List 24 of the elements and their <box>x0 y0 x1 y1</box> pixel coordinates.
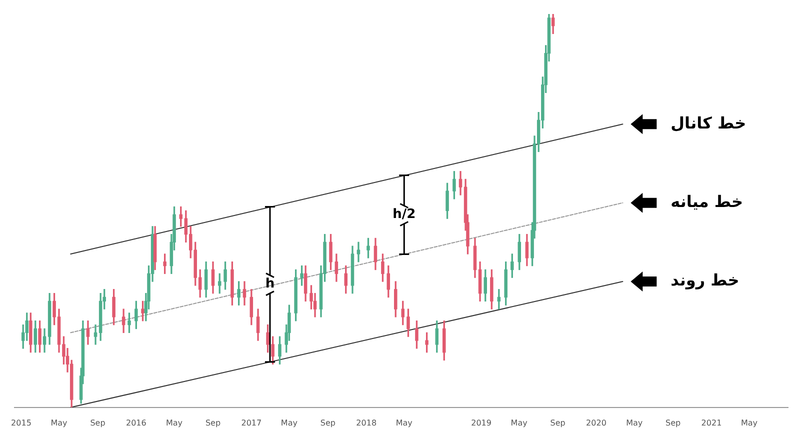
x-tick-label: Sep <box>90 418 106 428</box>
text: خط کانال <box>670 113 746 132</box>
x-tick-label: 2018 <box>356 418 377 428</box>
x-tick-label: May <box>626 418 643 428</box>
x-tick-label: May <box>396 418 413 428</box>
x-tick-label: 2017 <box>241 418 262 428</box>
x-tick-label: Sep <box>320 418 336 428</box>
x-tick-label: May <box>50 418 68 428</box>
x-tick-label: 2015 <box>11 418 32 428</box>
x-tick-label: 2019 <box>471 418 492 428</box>
x-tick-label: 2020 <box>586 418 606 428</box>
x-tick-label: May <box>166 418 183 428</box>
text: خط روند <box>670 270 740 290</box>
x-tick-label: May <box>280 418 298 428</box>
x-tick-label: Sep <box>550 418 566 428</box>
x-tick-label: 2021 <box>701 418 722 428</box>
x-tick-label: Sep <box>666 418 681 428</box>
x-tick-label: May <box>740 418 758 428</box>
x-tick-label: Sep <box>205 418 221 428</box>
x-tick-label: May <box>510 418 528 428</box>
annotation: h/2 <box>392 207 416 222</box>
annotation: h <box>265 276 275 292</box>
text: خط میانه <box>670 192 744 211</box>
x-tick-label: 2016 <box>126 418 146 428</box>
